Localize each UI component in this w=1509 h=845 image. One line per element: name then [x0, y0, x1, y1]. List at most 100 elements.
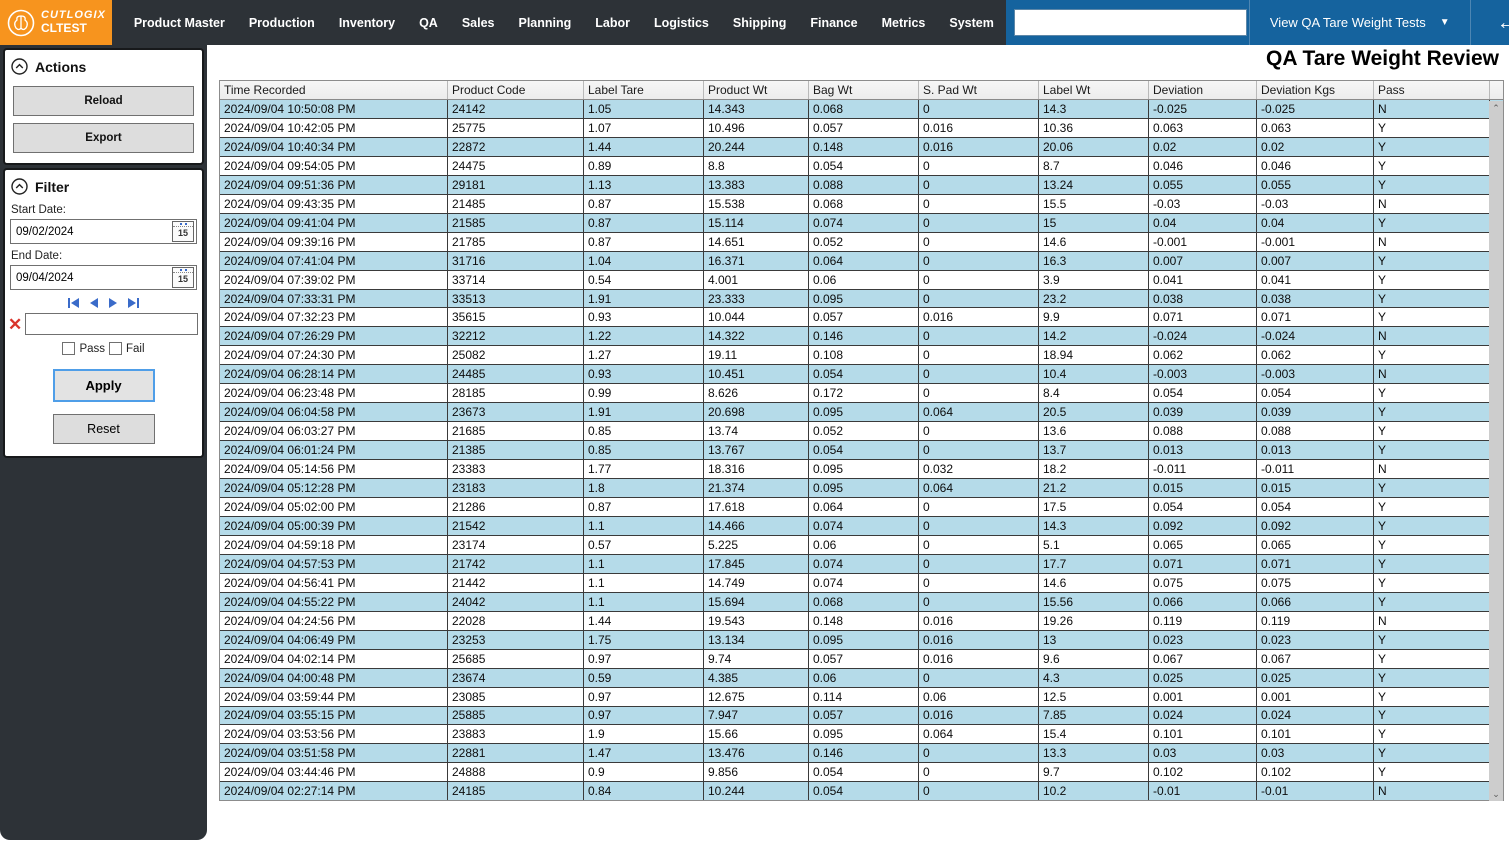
- table-row[interactable]: 2024/09/04 05:12:28 PM 23183 1.8 21.374 0.09…: [220, 479, 1503, 499]
- table-cell: 0.064: [809, 251, 919, 270]
- table-row[interactable]: 2024/09/04 04:00:48 PM 23674 0.59 4.385 0.06…: [220, 668, 1503, 688]
- menu-item-labor[interactable]: Labor: [595, 15, 631, 30]
- table-row[interactable]: 2024/09/04 02:27:14 PM 24185 0.84 10.244 0.0…: [220, 782, 1503, 801]
- start-date-input[interactable]: [11, 225, 172, 238]
- menu-item-planning[interactable]: Planning: [518, 15, 572, 30]
- table-row[interactable]: 2024/09/04 07:33:31 PM 33513 1.91 23.333 0.0…: [220, 289, 1503, 309]
- table-row[interactable]: 2024/09/04 09:54:05 PM 24475 0.89 8.8 0.054 0…: [220, 156, 1503, 176]
- table-row[interactable]: 2024/09/04 04:56:41 PM 21442 1.1 14.749 0.07…: [220, 573, 1503, 593]
- start-date-calendar-icon[interactable]: 15: [172, 221, 194, 242]
- column-header-label-tare[interactable]: Label Tare: [584, 81, 704, 99]
- table-row[interactable]: 2024/09/04 04:55:22 PM 24042 1.1 15.694 0.06…: [220, 592, 1503, 612]
- table-cell: 17.618: [704, 498, 809, 516]
- last-page-icon[interactable]: [127, 297, 140, 309]
- page-title: QA Tare Weight Review: [1266, 47, 1499, 70]
- column-header-label-wt[interactable]: Label Wt: [1039, 81, 1149, 99]
- column-header-product-code[interactable]: Product Code: [448, 81, 584, 99]
- menu-item-metrics[interactable]: Metrics: [881, 15, 926, 30]
- back-arrow-icon[interactable]: ←: [1496, 11, 1509, 34]
- table-cell: 0.095: [809, 479, 919, 498]
- table-row[interactable]: 2024/09/04 06:03:27 PM 21685 0.85 13.74 0.05…: [220, 422, 1503, 442]
- table-cell: 2024/09/04 06:03:27 PM: [220, 422, 448, 441]
- table-row[interactable]: 2024/09/04 03:55:15 PM 25885 0.97 7.947 0.05…: [220, 706, 1503, 726]
- column-header-s-pad-wt[interactable]: S. Pad Wt: [919, 81, 1039, 99]
- table-row[interactable]: 2024/09/04 10:42:05 PM 25775 1.07 10.496 0.0…: [220, 118, 1503, 138]
- table-row[interactable]: 2024/09/04 05:00:39 PM 21542 1.1 14.466 0.07…: [220, 516, 1503, 536]
- table-row[interactable]: 2024/09/04 07:41:04 PM 31716 1.04 16.371 0.0…: [220, 251, 1503, 271]
- table-cell: 24888: [448, 763, 584, 782]
- table-row[interactable]: 2024/09/04 09:41:04 PM 21585 0.87 15.114 0.0…: [220, 213, 1503, 233]
- brand-logo[interactable]: CUTLOGIX CLTEST: [0, 0, 112, 45]
- table-cell: Y: [1374, 289, 1490, 308]
- export-button[interactable]: Export: [13, 123, 194, 153]
- table-cell: 0.85: [584, 422, 704, 441]
- first-page-icon[interactable]: [67, 297, 80, 309]
- table-row[interactable]: 2024/09/04 06:23:48 PM 28185 0.99 8.626 0.17…: [220, 384, 1503, 404]
- table-row[interactable]: 2024/09/04 07:24:30 PM 25082 1.27 19.11 0.10…: [220, 346, 1503, 366]
- table-cell: 8.7: [1039, 156, 1149, 175]
- table-cell: 0: [919, 535, 1039, 554]
- column-header-bag-wt[interactable]: Bag Wt: [809, 81, 919, 99]
- column-header-deviation[interactable]: Deviation: [1149, 81, 1257, 99]
- table-row[interactable]: 2024/09/04 05:02:00 PM 21286 0.87 17.618 0.0…: [220, 498, 1503, 517]
- menu-item-logistics[interactable]: Logistics: [654, 15, 709, 30]
- table-row[interactable]: 2024/09/04 04:02:14 PM 25685 0.97 9.74 0.057…: [220, 649, 1503, 669]
- clear-filter-icon[interactable]: ✕: [8, 314, 23, 334]
- fail-checkbox[interactable]: [109, 342, 123, 355]
- table-row[interactable]: 2024/09/04 06:28:14 PM 24485 0.93 10.451 0.0…: [220, 365, 1503, 385]
- menu-item-shipping[interactable]: Shipping: [732, 15, 787, 30]
- column-header-pass[interactable]: Pass: [1374, 81, 1490, 99]
- view-selector-dropdown[interactable]: View QA Tare Weight Tests ▼: [1252, 15, 1468, 30]
- menu-item-inventory[interactable]: Inventory: [338, 15, 396, 30]
- table-row[interactable]: 2024/09/04 09:43:35 PM 21485 0.87 15.538 0.0…: [220, 194, 1503, 214]
- table-row[interactable]: 2024/09/04 07:32:23 PM 35615 0.93 10.044 0.0…: [220, 308, 1503, 328]
- menu-item-qa[interactable]: QA: [419, 15, 438, 30]
- end-date-calendar-icon[interactable]: 15: [172, 267, 194, 288]
- collapse-chevron-icon[interactable]: [11, 178, 28, 195]
- table-row[interactable]: 2024/09/04 07:39:02 PM 33714 0.54 4.001 0.06…: [220, 270, 1503, 290]
- table-row[interactable]: 2024/09/04 03:51:58 PM 22881 1.47 13.476 0.1…: [220, 744, 1503, 764]
- table-row[interactable]: 2024/09/04 04:24:56 PM 22028 1.44 19.543 0.1…: [220, 611, 1503, 631]
- menu-item-sales[interactable]: Sales: [461, 15, 495, 30]
- column-header-deviation-kgs[interactable]: Deviation Kgs: [1257, 81, 1374, 99]
- table-row[interactable]: 2024/09/04 06:04:58 PM 23673 1.91 20.698 0.0…: [220, 403, 1503, 423]
- table-row[interactable]: 2024/09/04 07:26:29 PM 32212 1.22 14.322 0.1…: [220, 327, 1503, 347]
- column-header-product-wt[interactable]: Product Wt: [704, 81, 809, 99]
- table-row[interactable]: 2024/09/04 03:59:44 PM 23085 0.97 12.675 0.1…: [220, 687, 1503, 707]
- table-row[interactable]: 2024/09/04 04:57:53 PM 21742 1.1 17.845 0.07…: [220, 554, 1503, 574]
- table-row[interactable]: 2024/09/04 05:14:56 PM 23383 1.77 18.316 0.0…: [220, 460, 1503, 480]
- collapse-chevron-icon[interactable]: [11, 58, 28, 75]
- scroll-down-icon[interactable]: ⌄: [1492, 789, 1500, 799]
- table-row[interactable]: 2024/09/04 09:51:36 PM 29181 1.13 13.383 0.0…: [220, 175, 1503, 195]
- filter-search-input[interactable]: [25, 313, 198, 335]
- table-row[interactable]: 2024/09/04 06:01:24 PM 21385 0.85 13.767 0.0…: [220, 441, 1503, 461]
- next-page-icon[interactable]: [108, 297, 118, 309]
- pass-checkbox[interactable]: [62, 342, 76, 355]
- table-row[interactable]: 2024/09/04 10:50:08 PM 24142 1.05 14.343 0.0…: [220, 100, 1503, 119]
- topbar-search-input[interactable]: [1013, 9, 1247, 36]
- table-cell: 23674: [448, 668, 584, 687]
- menu-item-system[interactable]: System: [949, 15, 994, 30]
- table-cell: 0.075: [1257, 573, 1374, 592]
- reset-button[interactable]: Reset: [52, 414, 155, 444]
- table-row[interactable]: 2024/09/04 09:39:16 PM 21785 0.87 14.651 0.0…: [220, 232, 1503, 252]
- column-header-time-recorded[interactable]: Time Recorded: [220, 81, 448, 99]
- reload-button[interactable]: Reload: [13, 86, 194, 116]
- table-cell: 0.57: [584, 535, 704, 554]
- apply-button[interactable]: Apply: [52, 369, 155, 402]
- table-row[interactable]: 2024/09/04 03:53:56 PM 23883 1.9 15.66 0.095…: [220, 725, 1503, 745]
- menu-item-production[interactable]: Production: [248, 15, 315, 30]
- table-row[interactable]: 2024/09/04 04:06:49 PM 23253 1.75 13.134 0.0…: [220, 630, 1503, 650]
- table-row[interactable]: 2024/09/04 04:59:18 PM 23174 0.57 5.225 0.06…: [220, 535, 1503, 555]
- end-date-input[interactable]: [11, 271, 172, 284]
- vertical-scrollbar[interactable]: ⌃ ⌄: [1489, 101, 1503, 801]
- menu-item-finance[interactable]: Finance: [810, 15, 858, 30]
- table-cell: 13.134: [704, 630, 809, 649]
- table-cell: 0.038: [1149, 289, 1257, 308]
- table-cell: 0.03: [1149, 744, 1257, 763]
- menu-item-product-master[interactable]: Product Master: [133, 15, 225, 30]
- table-row[interactable]: 2024/09/04 10:40:34 PM 22872 1.44 20.244 0.1…: [220, 137, 1503, 157]
- previous-page-icon[interactable]: [89, 297, 99, 309]
- table-row[interactable]: 2024/09/04 03:44:46 PM 24888 0.9 9.856 0.054…: [220, 763, 1503, 783]
- scroll-up-icon[interactable]: ⌃: [1492, 103, 1500, 113]
